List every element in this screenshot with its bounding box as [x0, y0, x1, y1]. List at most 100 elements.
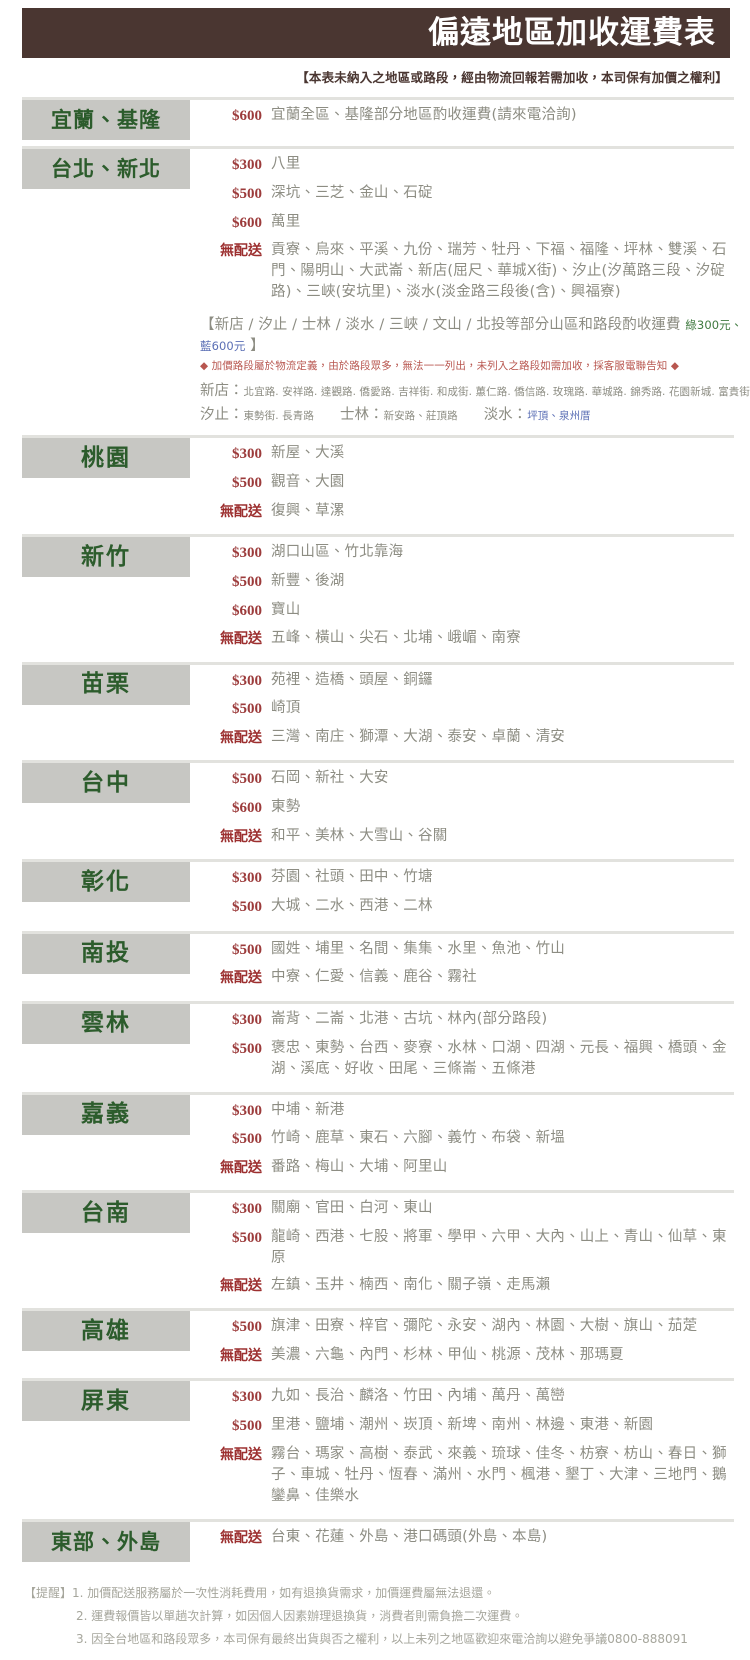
no-delivery-label: 無配送 — [200, 628, 262, 649]
places-list: 左鎮、玉井、楠西、南化、關子嶺、走馬瀨 — [262, 1275, 550, 1296]
street-list-line: 新店：北宜路. 安祥路. 達觀路. 僑愛路. 吉祥街. 和成街. 蕙仁路. 僑信… — [200, 379, 750, 400]
places-list: 大城、二水、西港、二林 — [262, 896, 433, 917]
street-district-label: 汐止： — [200, 407, 244, 423]
places-list: 美濃、六龜、內門、杉林、甲仙、桃源、茂林、那瑪夏 — [262, 1345, 624, 1366]
footer-indent — [24, 1628, 76, 1651]
places-list: 萬里 — [262, 212, 300, 233]
region-cell: 高雄 — [22, 1311, 190, 1351]
region-cell: 宜蘭、基隆 — [22, 100, 190, 140]
region-label: 台南 — [81, 1202, 131, 1225]
fee-entry: 無配送中寮、仁愛、信義、鹿谷、霧社 — [200, 967, 740, 988]
note-green-fee: 綠300元、 — [685, 318, 742, 332]
surcharge-warning-note: ◆ 加價路段屬於物流定義，由於路段眾多，無法一一列出，未列入之路段如需加收，採客… — [200, 358, 750, 373]
price-label: $300 — [200, 443, 262, 466]
price-label: $500 — [200, 698, 262, 721]
region-chip: 雲林 — [22, 1004, 190, 1044]
price-label: $500 — [200, 472, 262, 495]
fee-entry: 無配送三灣、南庄、獅潭、大湖、泰安、卓蘭、清安 — [200, 727, 740, 748]
fee-entry: 無配送貢寮、烏來、平溪、九份、瑞芳、牡丹、下福、福隆、坪林、雙溪、石門、陽明山、… — [200, 240, 750, 303]
no-delivery-label: 無配送 — [200, 1527, 262, 1548]
region-cell: 南投 — [22, 934, 190, 974]
fee-entry: 無配送美濃、六龜、內門、杉林、甲仙、桃源、茂林、那瑪夏 — [200, 1345, 740, 1366]
places-list: 台東、花蓮、外島、港口碼頭(外島、本島) — [262, 1527, 547, 1548]
places-list: 東勢 — [262, 797, 300, 818]
region-cell: 東部、外島 — [22, 1522, 190, 1562]
fee-entry: 無配送台東、花蓮、外島、港口碼頭(外島、本島) — [200, 1527, 740, 1548]
places-list: 貢寮、烏來、平溪、九份、瑞芳、牡丹、下福、福隆、坪林、雙溪、石門、陽明山、大武崙… — [262, 240, 750, 303]
places-list: 竹崎、鹿草、東石、六腳、義竹、布袋、新塭 — [262, 1128, 565, 1149]
street-names: 新安路、莊頂路 — [383, 410, 457, 422]
price-label: $500 — [200, 571, 262, 594]
region-label: 雲林 — [81, 1012, 131, 1035]
fee-entry: 無配送復興、草漯 — [200, 501, 740, 522]
region-cell: 雲林 — [22, 1004, 190, 1044]
street-district-label: 新店： — [200, 383, 244, 399]
region-label: 台中 — [81, 772, 131, 795]
region-cell: 屏東 — [22, 1381, 190, 1421]
price-label: $600 — [200, 105, 262, 128]
region-label: 彰化 — [81, 871, 131, 894]
price-label: $500 — [200, 1128, 262, 1151]
entries-cell: 無配送台東、花蓮、外島、港口碼頭(外島、本島) — [190, 1522, 750, 1554]
places-list: 關廟、官田、白河、東山 — [262, 1198, 433, 1219]
footer-note-text: 2. 運費報價皆以單趟次計算，如因個人因素辦理退換貨，消費者則需負擔二次運費。 — [76, 1605, 523, 1628]
page-header-bar: 偏遠地區加收運費表 — [22, 8, 730, 58]
price-label: $500 — [200, 768, 262, 791]
footer-note-line: 2. 運費報價皆以單趟次計算，如因個人因素辦理退換貨，消費者則需負擔二次運費。 — [24, 1605, 736, 1628]
region-cell: 彰化 — [22, 862, 190, 902]
no-delivery-label: 無配送 — [200, 1345, 262, 1366]
places-list: 崎頂 — [262, 698, 300, 719]
price-label: $300 — [200, 867, 262, 890]
region-cell: 台北、新北 — [22, 149, 190, 189]
footer-note-line: 3. 因全台地區和路段眾多，本司保有最終出貨與否之權利，以上未列之地區歡迎來電洽… — [24, 1628, 736, 1651]
places-list: 深坑、三芝、金山、石碇 — [262, 183, 433, 204]
places-list: 中埔、新港 — [262, 1100, 345, 1121]
mountain-route-note: 【新店 / 汐止 / 士林 / 淡水 / 三峽 / 文山 / 北投等部分山區和路… — [200, 313, 750, 355]
footer-note-line: 【提醒】1. 加價配送服務屬於一次性消耗費用，如有退換貨需求，加價運費屬無法退還… — [24, 1582, 736, 1605]
fee-entry: 無配送左鎮、玉井、楠西、南化、關子嶺、走馬瀨 — [200, 1275, 740, 1296]
street-district-label: 士林： — [340, 407, 384, 423]
fee-entry: 無配送五峰、橫山、尖石、北埔、峨嵋、南寮 — [200, 628, 740, 649]
price-label: $300 — [200, 670, 262, 693]
region-chip: 東部、外島 — [22, 1522, 190, 1562]
region-label: 苗栗 — [81, 673, 131, 696]
street-names: 北宜路. 安祥路. 達觀路. 僑愛路. 吉祥街. 和成街. 蕙仁路. 僑信路. … — [244, 386, 750, 398]
region-cell: 桃園 — [22, 438, 190, 478]
price-label: $300 — [200, 1009, 262, 1032]
places-list: 中寮、仁愛、信義、鹿谷、霧社 — [262, 967, 477, 988]
places-list: 九如、長治、麟洛、竹田、內埔、萬丹、萬巒 — [262, 1386, 565, 1407]
region-cell: 新竹 — [22, 537, 190, 577]
region-chip: 台南 — [22, 1193, 190, 1233]
